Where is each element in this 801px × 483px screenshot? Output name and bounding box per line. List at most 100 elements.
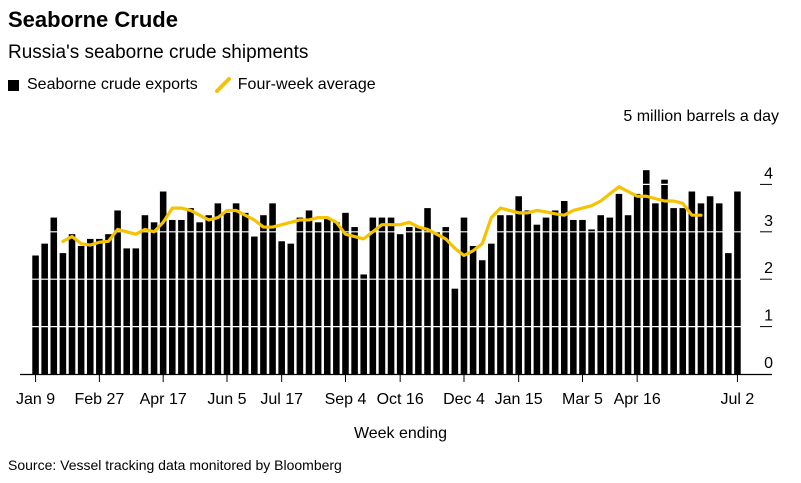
bar-22	[232, 203, 240, 374]
y-tick-label-1: 1	[764, 308, 773, 325]
bar-76	[725, 253, 732, 374]
legend-line-swatch	[214, 77, 231, 93]
y-axis-unit-label: 5 million barrels a day	[623, 108, 779, 125]
bar-74	[706, 196, 714, 374]
legend-bar-swatch	[8, 79, 19, 91]
legend: Seaborne crude exports Four-week average	[8, 76, 376, 94]
bar-37	[369, 217, 377, 374]
bar-24	[251, 236, 258, 374]
bar-15	[169, 219, 176, 374]
bar-21	[223, 212, 231, 374]
bar-34	[342, 212, 349, 374]
legend-bars-label: Seaborne crude exports	[27, 76, 198, 93]
bar-63	[606, 217, 614, 374]
bar-48	[469, 246, 477, 374]
bar-53	[515, 196, 522, 374]
bar-58	[560, 200, 568, 374]
bar-10	[123, 248, 130, 374]
bar-62	[597, 215, 604, 374]
bar-7	[96, 238, 103, 374]
bar-70	[670, 208, 677, 374]
bar-29	[296, 217, 304, 374]
bar-43	[424, 208, 431, 374]
source-note: Source: Vessel tracking data monitored b…	[8, 457, 342, 473]
bar-44	[433, 231, 440, 374]
bar-71	[679, 208, 687, 374]
bar-16	[178, 219, 185, 374]
bars-group	[32, 170, 741, 374]
bar-42	[415, 227, 422, 374]
x-tick-label-21: Jun 5	[207, 391, 246, 408]
bar-57	[551, 210, 559, 374]
bar-73	[697, 203, 705, 374]
bar-75	[715, 203, 723, 374]
bar-28	[287, 243, 295, 374]
bar-32	[323, 217, 331, 374]
bar-17	[187, 208, 194, 374]
x-tick-label-27: Jul 17	[260, 391, 303, 408]
x-tick-label-47: Dec 4	[443, 391, 485, 408]
y-tick-label-3: 3	[764, 213, 773, 230]
x-tick-label-0: Jan 9	[16, 391, 55, 408]
bar-69	[661, 179, 668, 374]
bar-26	[269, 203, 276, 374]
bar-61	[588, 229, 595, 374]
x-tick-label-7: Feb 27	[74, 391, 124, 408]
bar-27	[278, 241, 285, 374]
bar-59	[570, 219, 577, 374]
bar-39	[387, 217, 395, 374]
x-tick-label-14: Apr 17	[140, 391, 187, 408]
bar-77	[734, 191, 741, 374]
bar-50	[488, 243, 495, 374]
x-tick-label-53: Jan 15	[495, 391, 543, 408]
bar-72	[688, 191, 696, 374]
bar-25	[260, 215, 267, 374]
bar-68	[652, 203, 659, 374]
bar-56	[542, 217, 550, 374]
bar-14	[159, 191, 167, 374]
bar-36	[360, 274, 367, 374]
bar-64	[615, 193, 623, 374]
bar-0	[32, 255, 39, 374]
bar-38	[378, 217, 386, 374]
y-ticks-group: 0 1 2 3 4	[31, 165, 773, 372]
bar-54	[524, 210, 532, 374]
legend-line-label: Four-week average	[237, 76, 376, 93]
bar-46	[451, 288, 459, 374]
y-tick-label-2: 2	[764, 260, 773, 277]
average-line-group	[61, 185, 703, 258]
bar-40	[396, 234, 404, 374]
bar-13	[150, 222, 158, 374]
bar-9	[114, 210, 121, 374]
bar-31	[314, 222, 322, 374]
bar-3	[59, 253, 67, 374]
bar-2	[50, 217, 58, 374]
chart-subtitle: Russia's seaborne crude shipments	[8, 42, 309, 63]
bar-30	[305, 210, 313, 374]
y-tick-label-4: 4	[764, 165, 773, 182]
bar-55	[533, 224, 541, 374]
x-tick-label-60: Mar 5	[562, 391, 603, 408]
x-tick-label-66: Apr 16	[614, 391, 661, 408]
bar-41	[406, 227, 413, 374]
x-tick-label-34: Sep 4	[325, 391, 367, 408]
bar-66	[633, 193, 641, 374]
bar-8	[105, 234, 112, 374]
bar-19	[205, 215, 213, 374]
bar-1	[41, 243, 48, 374]
bar-6	[86, 238, 94, 374]
bar-47	[460, 217, 468, 374]
bar-23	[241, 212, 249, 374]
bar-18	[196, 222, 203, 374]
bar-51	[497, 215, 504, 374]
bar-60	[579, 219, 586, 374]
x-axis-title: Week ending	[353, 425, 448, 442]
x-ticks-group: Jan 9 Feb 27 Apr 17 Jun 5 Jul 17 Sep 4 Oct 16 D…	[16, 374, 754, 408]
bar-20	[214, 203, 222, 374]
bar-65	[624, 215, 632, 374]
bar-52	[506, 215, 513, 374]
bar-33	[333, 222, 340, 374]
bar-49	[478, 260, 486, 374]
y-tick-label-0: 0	[764, 355, 773, 372]
